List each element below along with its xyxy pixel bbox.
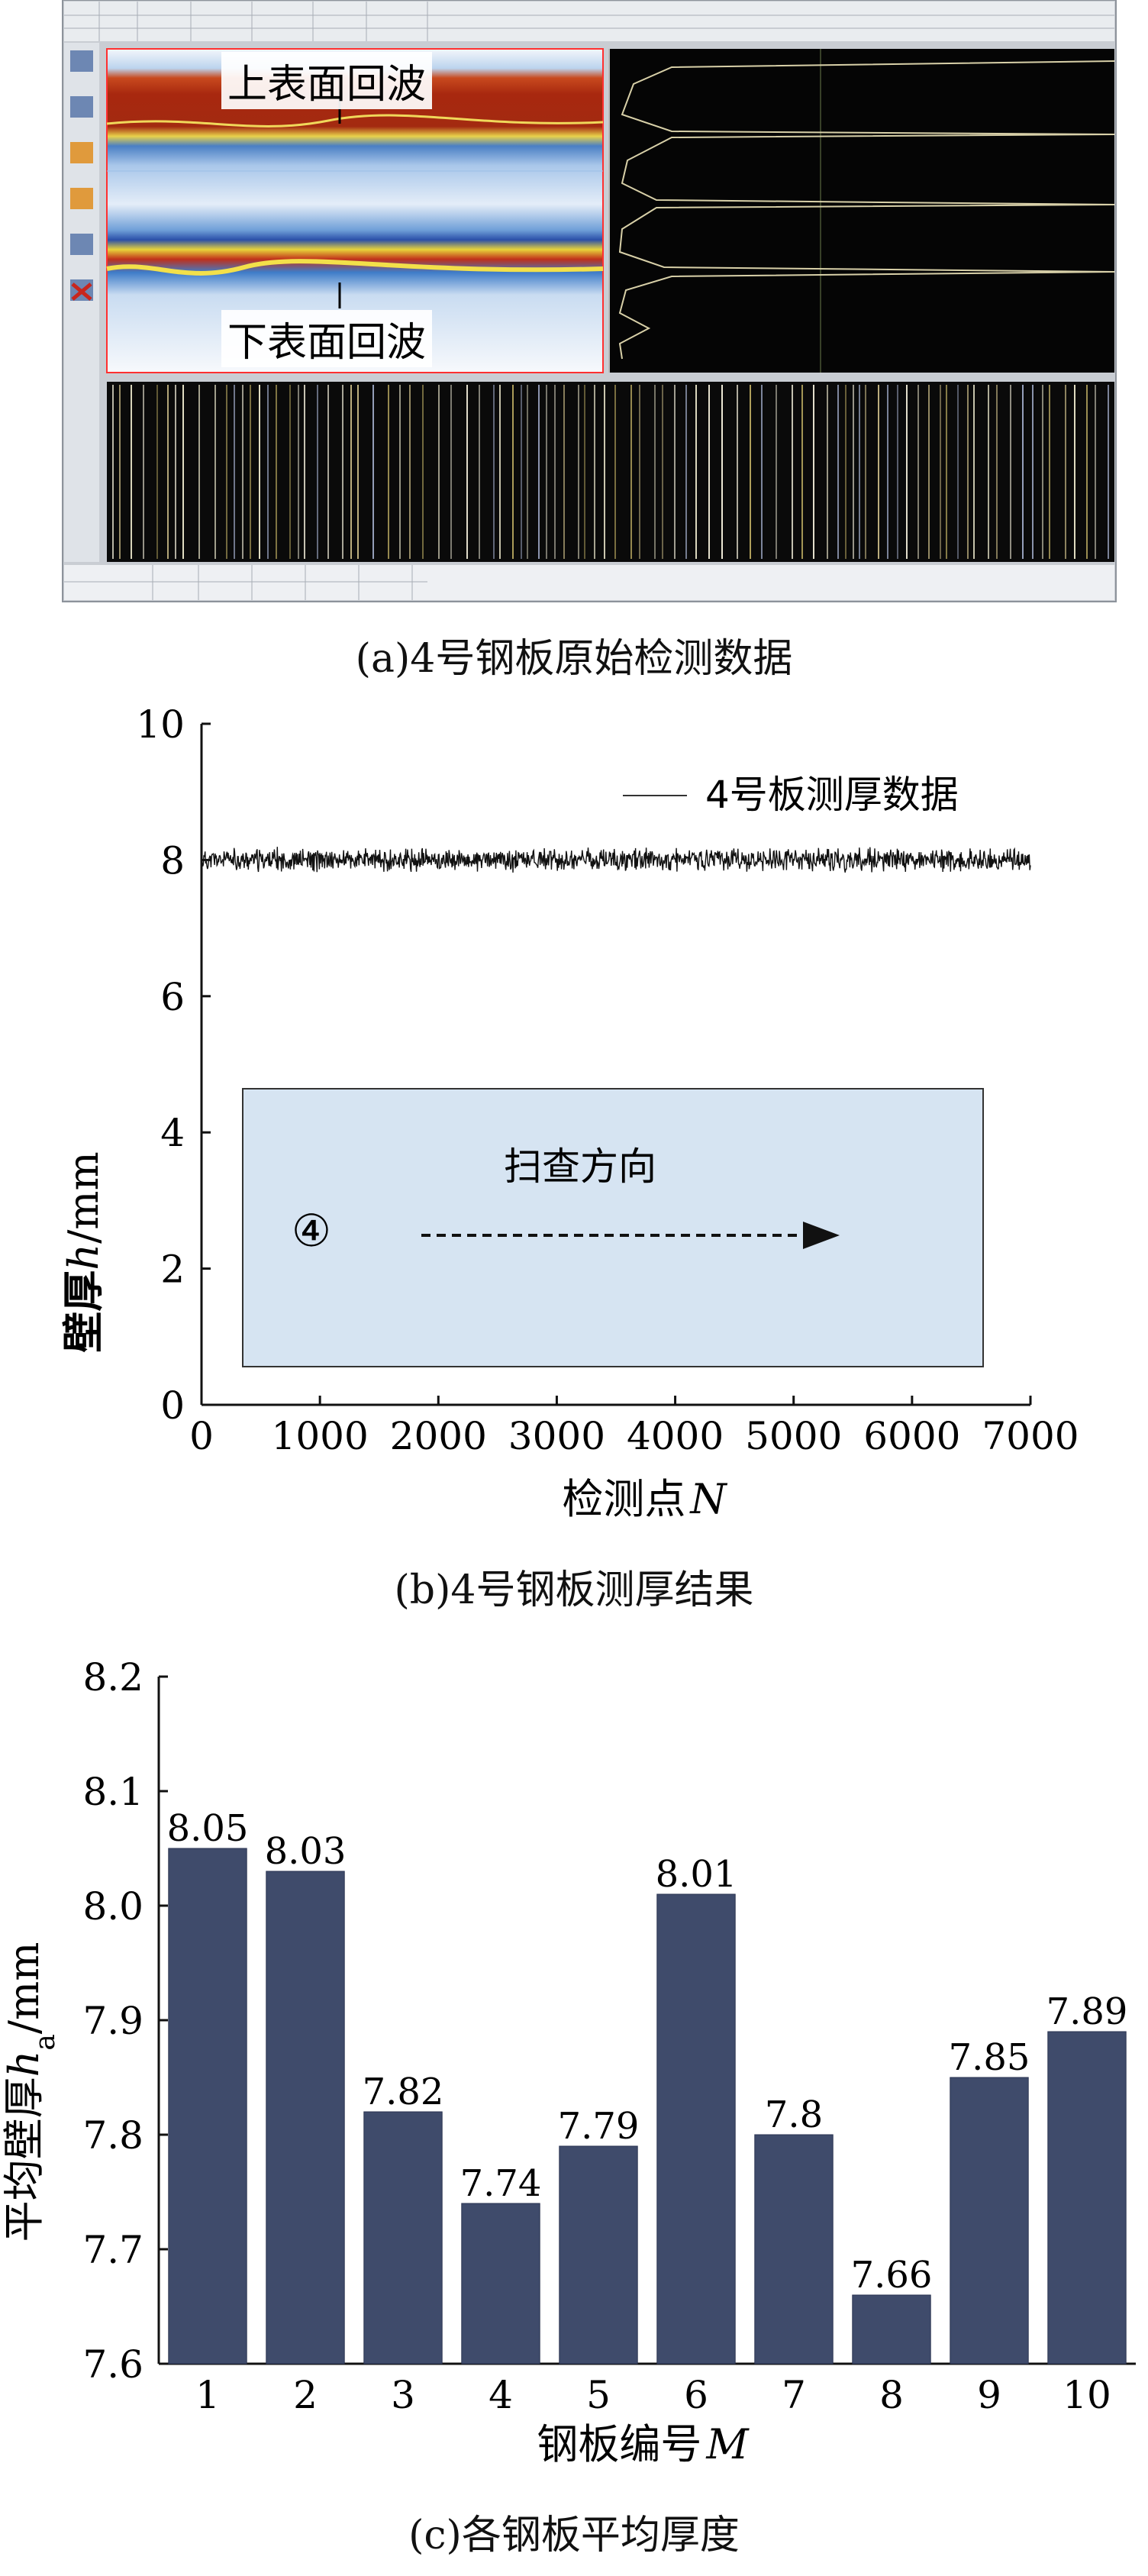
- x-tick-label: 6: [684, 2373, 708, 2417]
- y-tick-label: 8.2: [82, 1655, 144, 1700]
- x-tick-label: 6000: [863, 1414, 960, 1458]
- bar-value-label: 8.01: [656, 1853, 737, 1896]
- y-tick-label: 2: [160, 1248, 185, 1292]
- y-tick-label: 7.8: [82, 2113, 144, 2158]
- scan-plate-inset: [242, 1088, 984, 1367]
- bar-plate-4: [461, 2203, 540, 2365]
- ascan-display: [609, 49, 1114, 373]
- y-tick-label: 6: [160, 975, 185, 1019]
- bar-value-label: 7.74: [460, 2162, 542, 2205]
- bar-value-label: 7.85: [949, 2036, 1030, 2079]
- y-tick-label: 0: [160, 1383, 185, 1428]
- ultrasonic-screenshot: [62, 0, 1117, 602]
- x-tick-label: 8: [879, 2373, 904, 2417]
- y-tick-label: 8: [160, 838, 185, 883]
- bar-value-label: 8.05: [167, 1807, 249, 1850]
- x-tick-label: 1: [195, 2373, 220, 2417]
- bar-plate-1: [168, 1848, 247, 2365]
- legend-label: 4号板测厚数据: [705, 773, 959, 817]
- x-tick-label: 0: [189, 1414, 214, 1458]
- label-top-surface-echo: 上表面回波: [221, 52, 433, 109]
- caption-a: (a)4号钢板原始检测数据: [355, 636, 793, 682]
- panel-c: 7.6 7.7 7.8 7.9 8.0 8.1 8.2 8.05 1 8.03 2 7.82 3 7.7…: [0, 1649, 1148, 2576]
- x-axis-label: 检测点 N: [562, 1475, 727, 1523]
- y-tick-label: 10: [136, 702, 185, 747]
- x-tick-label: 2: [293, 2373, 318, 2417]
- y-tick-label: 7.6: [82, 2342, 144, 2387]
- y-tick-label: 7.7: [82, 2228, 144, 2272]
- bar-plate-5: [559, 2145, 638, 2365]
- x-tick-label: 7000: [982, 1414, 1079, 1458]
- label-bottom-surface-echo: 下表面回波: [221, 310, 433, 367]
- bar-plate-10: [1047, 2031, 1127, 2365]
- x-tick-label: 3: [391, 2373, 415, 2417]
- bar-value-label: 7.82: [363, 2071, 444, 2113]
- bar-plate-3: [363, 2111, 443, 2365]
- arrow-head-icon: [803, 1222, 840, 1249]
- x-tick-label: 5: [586, 2373, 611, 2417]
- bar-value-label: 7.66: [851, 2254, 933, 2297]
- x-tick-label: 5000: [745, 1414, 842, 1458]
- y-tick-label: 4: [160, 1111, 185, 1155]
- caption-c: (c)各钢板平均厚度: [408, 2513, 740, 2558]
- bar-value-label: 7.89: [1046, 1990, 1128, 2033]
- x-tick-label: 4000: [627, 1414, 724, 1458]
- x-tick-label: 2000: [390, 1414, 487, 1458]
- software-status-bar: [64, 565, 1114, 600]
- y-tick-label: 8.1: [82, 1770, 144, 1814]
- x-axis-label: 钢板编号 M: [537, 2420, 750, 2468]
- x-tick-label: 4: [489, 2373, 513, 2417]
- bar-plate-2: [266, 1871, 345, 2365]
- panel-a: 上表面回波 下表面回波 (a)4号钢板原始检测数据: [0, 0, 1148, 682]
- software-info-bar: [64, 2, 1114, 41]
- bar-plate-6: [656, 1893, 736, 2365]
- bar-value-label: 7.79: [558, 2105, 640, 2148]
- software-toolbar: [64, 43, 99, 562]
- x-tick-label: 7: [782, 2373, 806, 2417]
- thickness-series-line: [201, 847, 1031, 873]
- thickness-line-chart: 扫查方向 ④ 0 2 4 6 8 10 0 1000 2000 3000 4000 5000 6000 7…: [60, 702, 1079, 1523]
- caption-b: (b)4号钢板测厚结果: [394, 1567, 754, 1613]
- x-tick-label: 1000: [272, 1414, 369, 1458]
- y-tick-label: 8.0: [82, 1884, 144, 1929]
- plate-number-marker: ④: [292, 1205, 331, 1257]
- bar-plate-9: [950, 2077, 1029, 2365]
- y-axis-label: 壁厚h/mm: [60, 1151, 108, 1352]
- y-tick-label: 7.9: [82, 1999, 144, 2043]
- x-tick-label: 9: [977, 2373, 1001, 2417]
- inset-direction-label: 扫查方向: [504, 1144, 656, 1189]
- cscan-strip: [107, 382, 1114, 562]
- average-thickness-bar-chart: 7.6 7.7 7.8 7.9 8.0 8.1 8.2 8.05 1 8.03 2 7.82 3 7.7…: [0, 1655, 1136, 2468]
- y-axis-label: 平均壁厚ha/mm: [0, 1942, 61, 2242]
- bar-plate-7: [754, 2134, 834, 2365]
- close-icon: [71, 282, 92, 301]
- bar-value-label: 8.03: [265, 1830, 347, 1873]
- x-tick-label: 10: [1063, 2373, 1111, 2417]
- bar-plate-8: [852, 2294, 931, 2365]
- panel-b: 扫查方向 ④ 0 2 4 6 8 10 0 1000 2000 3000 4000 5000 6000 7…: [0, 702, 1148, 1613]
- x-tick-label: 3000: [508, 1414, 605, 1458]
- bar-value-label: 7.8: [765, 2093, 823, 2136]
